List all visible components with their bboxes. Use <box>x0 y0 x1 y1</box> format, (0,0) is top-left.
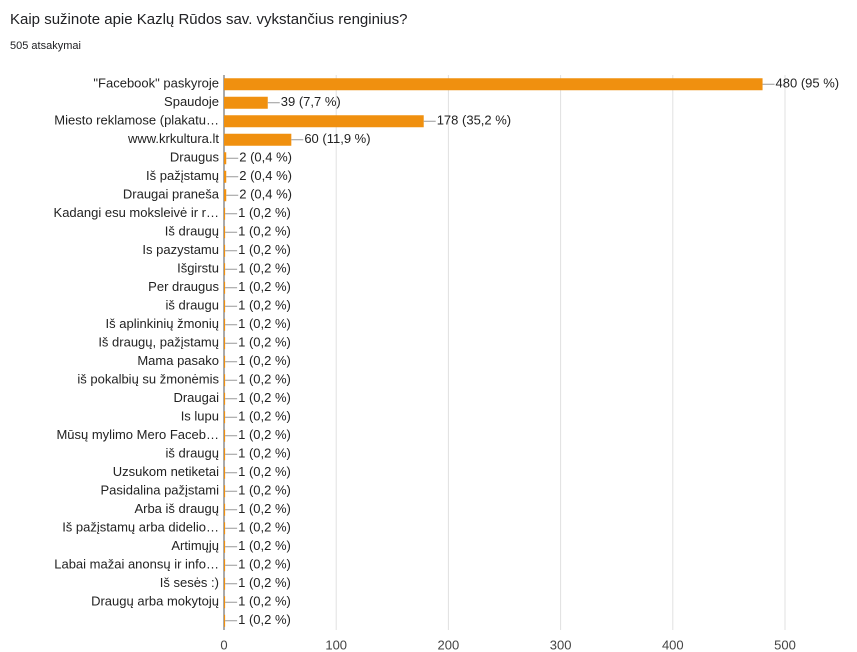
bar <box>224 374 226 387</box>
chart-subtitle: 505 atsakymai <box>10 40 81 52</box>
bar <box>224 503 226 516</box>
bar <box>224 96 268 109</box>
y-tick-label: Išgirstu <box>177 261 219 276</box>
bar <box>224 485 226 498</box>
value-label: 1 (0,2 %) <box>238 427 291 442</box>
value-label: 1 (0,2 %) <box>238 409 291 424</box>
y-tick-label: Iš aplinkinių žmonių <box>106 316 219 331</box>
y-tick-label: Kadangi esu moksleivė ir r… <box>54 205 219 220</box>
bar <box>224 596 226 609</box>
bar <box>224 429 226 442</box>
value-label: 1 (0,2 %) <box>238 353 291 368</box>
bar <box>224 263 226 276</box>
value-label: 1 (0,2 %) <box>238 594 291 609</box>
value-label: 39 (7,7 %) <box>281 94 341 109</box>
y-tick-label: Iš draugų <box>165 224 219 239</box>
x-tick-label: 200 <box>438 637 460 652</box>
bar <box>224 540 226 553</box>
value-label: 1 (0,2 %) <box>238 390 291 405</box>
y-tick-label: Labai mažai anonsų ir info… <box>54 557 219 572</box>
bar <box>224 337 226 350</box>
y-tick-label: Draugai praneša <box>123 187 220 202</box>
value-label: 1 (0,2 %) <box>238 224 291 239</box>
y-tick-label: www.krkultura.lt <box>127 131 219 146</box>
y-tick-label: Arba iš draugų <box>134 501 219 516</box>
bar <box>224 392 226 405</box>
x-tick-label: 300 <box>550 637 572 652</box>
y-tick-label: Draugai <box>173 390 219 405</box>
bar <box>224 318 226 331</box>
value-label: 480 (95 %) <box>776 76 840 91</box>
bar <box>224 152 227 165</box>
y-tick-label: "Facebook" paskyroje <box>93 76 219 91</box>
bar <box>224 300 226 313</box>
bar <box>224 226 226 239</box>
y-tick-label: Iš draugų, pažįstamų <box>98 335 219 350</box>
value-label: 1 (0,2 %) <box>238 279 291 294</box>
y-tick-label: iš pokalbių su žmonėmis <box>77 372 219 387</box>
value-label: 1 (0,2 %) <box>238 316 291 331</box>
y-tick-label: iš draugu <box>166 298 219 313</box>
value-label: 60 (11,9 %) <box>304 131 370 146</box>
bar <box>224 115 424 128</box>
x-tick-label: 100 <box>325 637 347 652</box>
value-label: 2 (0,4 %) <box>239 150 292 165</box>
x-tick-label: 500 <box>774 637 796 652</box>
value-label: 1 (0,2 %) <box>238 612 291 627</box>
bar <box>224 133 292 146</box>
y-tick-label: Is pazystamu <box>142 242 219 257</box>
bar <box>224 207 226 220</box>
bar <box>224 244 226 257</box>
value-label: 1 (0,2 %) <box>238 575 291 590</box>
y-tick-label: Draugų arba mokytojų <box>91 594 219 609</box>
x-tick-label: 0 <box>220 637 227 652</box>
bar <box>224 522 226 535</box>
x-tick-label: 400 <box>662 637 684 652</box>
bar <box>224 577 226 590</box>
y-tick-label: Pasidalina pažįstami <box>100 483 219 498</box>
y-tick-label: Mūsų mylimo Mero Faceb… <box>56 427 219 442</box>
bar <box>224 78 763 91</box>
value-label: 1 (0,2 %) <box>238 446 291 461</box>
chart-title: Kaip sužinote apie Kazlų Rūdos sav. vyks… <box>10 11 407 28</box>
y-tick-label: Spaudoje <box>164 94 219 109</box>
bar <box>224 614 226 627</box>
value-label: 1 (0,2 %) <box>238 520 291 535</box>
y-tick-label: Mama pasako <box>137 353 219 368</box>
value-label: 178 (35,2 %) <box>437 113 511 128</box>
value-label: 1 (0,2 %) <box>238 483 291 498</box>
y-tick-label: Iš pažįstamų <box>146 168 219 183</box>
bar <box>224 411 226 424</box>
value-label: 1 (0,2 %) <box>238 205 291 220</box>
bar <box>224 189 227 202</box>
value-label: 1 (0,2 %) <box>238 557 291 572</box>
value-label: 1 (0,2 %) <box>238 298 291 313</box>
value-label: 2 (0,4 %) <box>239 187 292 202</box>
y-tick-label: Per draugus <box>148 279 219 294</box>
y-tick-label: Artimųjų <box>171 538 219 553</box>
bar <box>224 466 226 479</box>
bar <box>224 170 227 183</box>
bar <box>224 559 226 572</box>
value-label: 1 (0,2 %) <box>238 464 291 479</box>
y-tick-label: Iš pažįstamų arba didelio… <box>62 520 219 535</box>
bar <box>224 281 226 294</box>
y-tick-label: Iš sesės :) <box>160 575 219 590</box>
value-label: 1 (0,2 %) <box>238 242 291 257</box>
y-tick-label: Uzsukom netiketai <box>113 464 219 479</box>
value-label: 1 (0,2 %) <box>238 501 291 516</box>
y-tick-label: iš draugų <box>166 446 219 461</box>
value-label: 1 (0,2 %) <box>238 261 291 276</box>
y-tick-label: Draugus <box>170 150 220 165</box>
value-label: 1 (0,2 %) <box>238 335 291 350</box>
bar <box>224 448 226 461</box>
value-label: 1 (0,2 %) <box>238 538 291 553</box>
value-label: 2 (0,4 %) <box>239 168 292 183</box>
y-tick-label: Miesto reklamose (plakatu… <box>54 113 219 128</box>
y-tick-label: Is lupu <box>181 409 219 424</box>
value-label: 1 (0,2 %) <box>238 372 291 387</box>
bar <box>224 355 226 368</box>
